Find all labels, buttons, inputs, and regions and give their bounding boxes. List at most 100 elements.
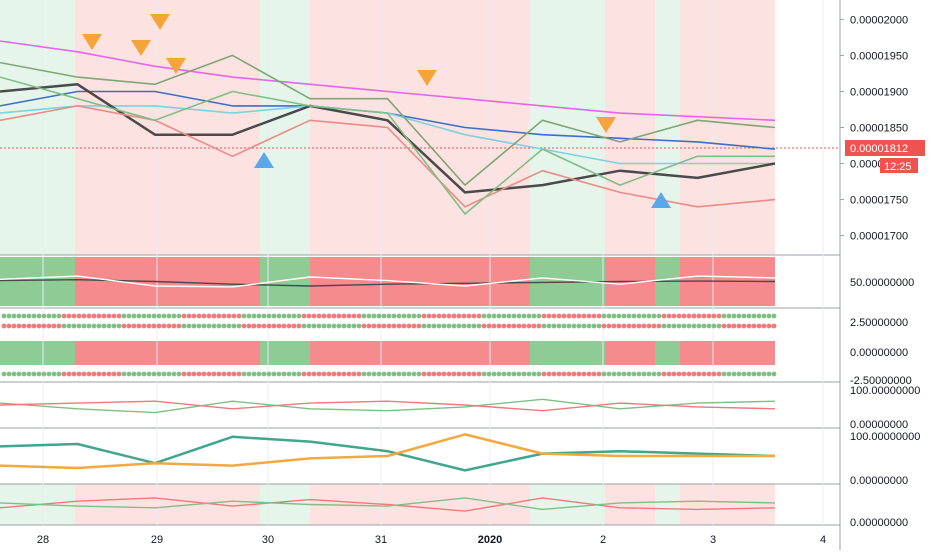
regime-band-lower xyxy=(680,484,722,525)
signal-dot xyxy=(206,323,212,329)
signal-dot xyxy=(456,313,462,319)
signal-dot xyxy=(706,323,712,329)
signal-dot xyxy=(291,313,297,319)
signal-dot xyxy=(641,371,647,377)
signal-dot xyxy=(51,313,57,319)
signal-dot xyxy=(136,313,142,319)
signal-dot xyxy=(51,323,57,329)
signal-dot xyxy=(251,323,257,329)
signal-dot xyxy=(626,323,632,329)
signal-dot xyxy=(511,313,517,319)
signal-dot xyxy=(401,371,407,377)
signal-markers xyxy=(82,14,671,208)
signal-dot xyxy=(506,323,512,329)
signal-dot xyxy=(321,313,327,319)
signal-dot xyxy=(341,313,347,319)
signal-dot xyxy=(271,323,277,329)
sell-signal-marker xyxy=(596,117,616,133)
signal-dot xyxy=(606,371,612,377)
signal-dot xyxy=(441,323,447,329)
signal-dot xyxy=(461,323,467,329)
signal-dot xyxy=(186,323,192,329)
signal-dot xyxy=(421,313,427,319)
signal-dot xyxy=(251,313,257,319)
signal-dot xyxy=(536,323,542,329)
signal-dot xyxy=(381,323,387,329)
signal-dot xyxy=(161,371,167,377)
signal-dot xyxy=(201,313,207,319)
signal-dot xyxy=(131,313,137,319)
signal-dot xyxy=(131,371,137,377)
grid-lines xyxy=(0,0,841,550)
signal-dot xyxy=(621,323,627,329)
signal-dot xyxy=(636,371,642,377)
buy-signal-marker xyxy=(651,192,671,208)
signal-dot xyxy=(141,371,147,377)
signal-dot xyxy=(621,313,627,319)
signal-dot xyxy=(611,323,617,329)
countdown-badge-value: 12:25 xyxy=(884,161,912,173)
heatmap-band xyxy=(75,341,150,365)
signal-dot xyxy=(96,313,102,319)
signal-dot xyxy=(481,313,487,319)
signal-dot xyxy=(166,323,172,329)
signal-dot xyxy=(576,313,582,319)
signal-dot xyxy=(331,371,337,377)
signal-dot xyxy=(386,313,392,319)
signal-dot xyxy=(76,371,82,377)
signal-dot xyxy=(196,313,202,319)
signal-dot xyxy=(316,313,322,319)
signal-dot xyxy=(171,313,177,319)
regime-band-lower xyxy=(440,484,530,525)
signal-dot xyxy=(746,313,752,319)
signal-dot xyxy=(26,313,32,319)
signal-dot xyxy=(451,313,457,319)
signal-dot xyxy=(686,371,692,377)
signal-dot xyxy=(246,323,252,329)
heatmap-band xyxy=(530,341,605,365)
signal-dot xyxy=(11,313,17,319)
signal-dot xyxy=(696,313,702,319)
regime-band-lower xyxy=(605,484,655,525)
signal-dot xyxy=(61,313,67,319)
signal-dot xyxy=(161,313,167,319)
signal-dot xyxy=(36,371,42,377)
signal-dot xyxy=(556,323,562,329)
signal-dot xyxy=(761,371,767,377)
signal-dot xyxy=(651,323,657,329)
signal-dot xyxy=(691,313,697,319)
signal-dot xyxy=(546,323,552,329)
signal-dot xyxy=(236,323,242,329)
signal-dot xyxy=(1,323,7,329)
signal-dot xyxy=(181,371,187,377)
signal-dot xyxy=(486,371,492,377)
time-axis-label: 30 xyxy=(262,534,274,546)
signal-dot xyxy=(736,323,742,329)
signal-dot xyxy=(231,323,237,329)
signal-dot xyxy=(406,371,412,377)
signal-dot xyxy=(711,371,717,377)
signal-dot xyxy=(641,323,647,329)
signal-dot xyxy=(401,313,407,319)
signal-dot xyxy=(501,313,507,319)
signal-dot xyxy=(611,313,617,319)
signal-dot xyxy=(351,323,357,329)
signal-dot xyxy=(126,313,132,319)
signal-dot xyxy=(696,323,702,329)
signal-dot xyxy=(691,323,697,329)
signal-dot xyxy=(471,313,477,319)
oscillator-series-line xyxy=(0,433,775,470)
signal-dot xyxy=(166,371,172,377)
signal-dot xyxy=(581,323,587,329)
signal-dot xyxy=(346,323,352,329)
signal-dot xyxy=(771,313,777,319)
signal-dot xyxy=(586,313,592,319)
signal-dot xyxy=(31,371,37,377)
signal-dot xyxy=(371,371,377,377)
signal-dot xyxy=(86,371,92,377)
signal-dot xyxy=(96,323,102,329)
price-series-line xyxy=(0,105,776,208)
signal-dot xyxy=(656,313,662,319)
heatmap-band xyxy=(440,341,530,365)
